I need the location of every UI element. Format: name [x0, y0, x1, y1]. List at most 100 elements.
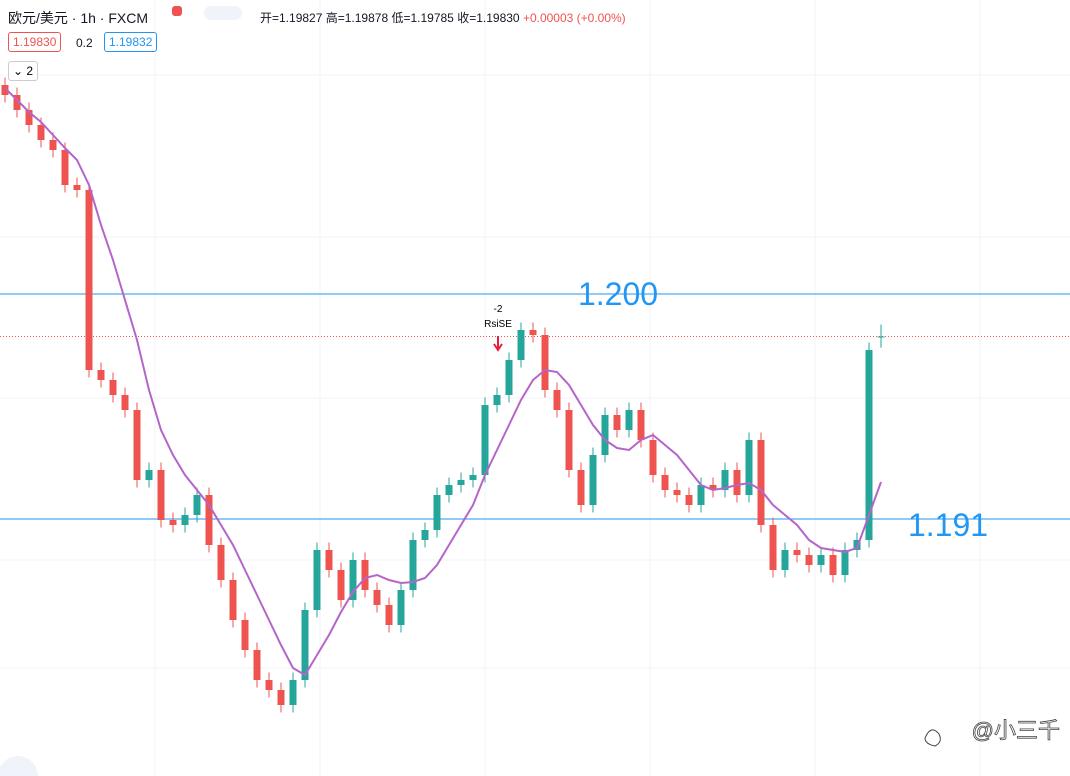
- candle-body: [781, 550, 789, 570]
- candle-body: [649, 440, 657, 475]
- candle-body: [385, 605, 393, 625]
- close: 收=1.19830: [457, 11, 520, 25]
- watermark: @小三千: [972, 718, 1060, 743]
- candle-body: [301, 610, 309, 680]
- candle-body: [157, 470, 165, 520]
- candle-body: [577, 470, 585, 505]
- candle-body: [817, 555, 825, 565]
- candle-body: [733, 470, 741, 495]
- candle-body: [757, 440, 765, 525]
- candle-body: [85, 190, 93, 370]
- candle-body: [193, 495, 201, 515]
- candle-body: [613, 415, 621, 430]
- candle-body: [493, 395, 501, 405]
- candle-body: [361, 560, 369, 590]
- candle-body: [397, 590, 405, 625]
- candle-body: [685, 495, 693, 505]
- candle-body: [625, 410, 633, 430]
- spread: 0.2: [76, 36, 93, 50]
- level-label: 1.200: [578, 276, 658, 312]
- signal-name: RsiSE: [484, 319, 512, 330]
- candle-body: [853, 540, 861, 550]
- candle-body: [181, 515, 189, 525]
- candle-body: [337, 570, 345, 600]
- ohlc: 开=1.19827 高=1.19878 低=1.19785 收=1.19830 …: [260, 9, 626, 26]
- candle-body: [433, 495, 441, 530]
- change: +0.00003 (+0.00%): [522, 11, 626, 25]
- signal-value: -2: [494, 304, 503, 315]
- signal-arrow: [493, 336, 503, 352]
- candle-body: [505, 360, 513, 395]
- collapse-count: 2: [26, 64, 34, 78]
- candle-body: [865, 350, 873, 540]
- candle-body: [253, 650, 261, 680]
- candle-body: [289, 680, 297, 705]
- candle-body: [589, 455, 597, 505]
- candle-body: [169, 520, 177, 525]
- candle-body: [133, 410, 141, 480]
- candle-body: [313, 550, 321, 610]
- bid[interactable]: 1.19830: [8, 32, 62, 52]
- candle-body: [697, 485, 705, 505]
- candle-body: [541, 335, 549, 390]
- candle-body: [601, 415, 609, 455]
- candle-body: [481, 405, 489, 475]
- candle-body: [13, 95, 21, 110]
- candle-body: [829, 555, 837, 575]
- candle-body: [565, 410, 573, 470]
- candle-body: [661, 475, 669, 490]
- candle-body: [529, 330, 537, 335]
- candle-body: [421, 530, 429, 540]
- candle-body: [205, 495, 213, 545]
- candle-body: [145, 470, 153, 480]
- candle-body: [265, 680, 273, 690]
- candle-body: [721, 470, 729, 490]
- open: 开=1.19827: [260, 11, 323, 25]
- candle-body: [637, 410, 645, 440]
- flag[interactable]: [172, 6, 182, 16]
- logo: [0, 756, 38, 776]
- candle-body: [877, 336, 885, 338]
- low: 低=1.19785: [391, 11, 454, 25]
- candle-body: [97, 370, 105, 380]
- moving-average: [4, 87, 882, 677]
- candle-body: [553, 390, 561, 410]
- level-label: 1.191: [908, 507, 988, 543]
- candle-body: [745, 440, 753, 495]
- candle-body: [217, 545, 225, 580]
- collapse-button[interactable]: ⌄ 2: [8, 61, 39, 81]
- candle-body: [409, 540, 417, 590]
- candle-body: [37, 125, 45, 140]
- candle-body: [709, 485, 717, 490]
- candle-body: [1, 85, 9, 95]
- candle-body: [325, 550, 333, 570]
- candle-body: [373, 590, 381, 605]
- candle-body: [769, 525, 777, 570]
- candle-body: [277, 690, 285, 705]
- high: 高=1.19878: [325, 11, 389, 25]
- candle-body: [229, 580, 237, 620]
- candle-body: [673, 490, 681, 495]
- candle-body: [793, 550, 801, 555]
- candle-body: [109, 380, 117, 395]
- candle-body: [517, 330, 525, 360]
- candle-body: [121, 395, 129, 410]
- candle-body: [61, 150, 69, 185]
- candle-body: [841, 550, 849, 575]
- watermark-icon: [924, 729, 941, 747]
- candle-body: [445, 485, 453, 495]
- candle-body: [469, 475, 477, 480]
- status[interactable]: [204, 6, 242, 20]
- candle-body: [349, 560, 357, 600]
- ask[interactable]: 1.19832: [104, 32, 158, 52]
- candle-body: [805, 555, 813, 565]
- candle-body: [73, 185, 81, 190]
- symbol: 欧元/美元 · 1h · FXCM: [8, 10, 149, 26]
- candle-body: [49, 140, 57, 150]
- candle-body: [457, 480, 465, 485]
- candle-body: [241, 620, 249, 650]
- candle-body: [25, 110, 33, 125]
